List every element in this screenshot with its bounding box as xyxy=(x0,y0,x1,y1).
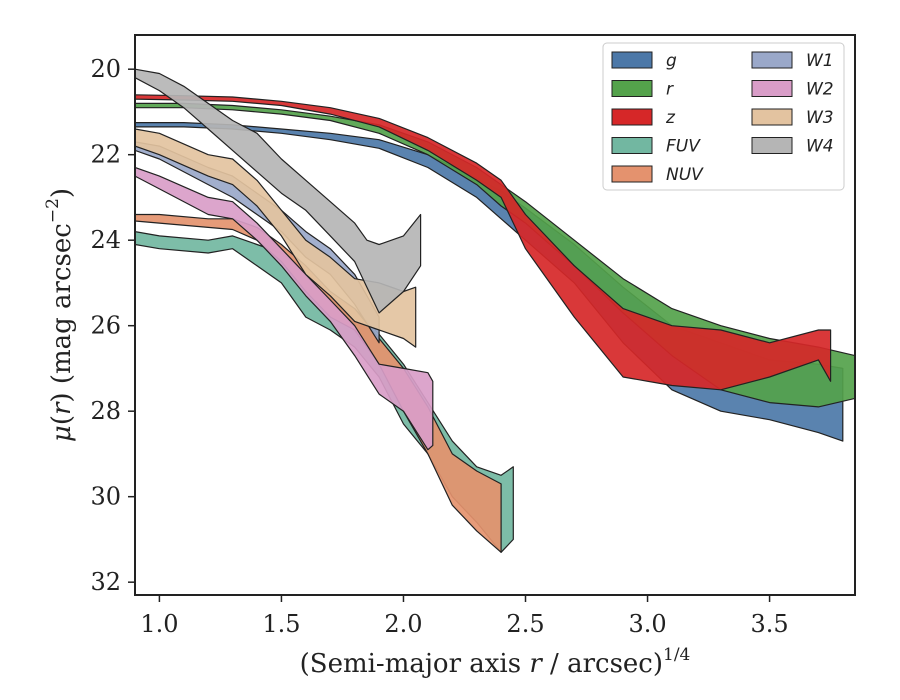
band-w4 xyxy=(135,68,422,314)
x-tick-label: 1.0 xyxy=(140,610,178,638)
legend-swatch-g xyxy=(611,51,653,69)
legend-swatch-r xyxy=(611,80,653,97)
y-axis: 20 22 24 26 28 30 32 xyxy=(90,55,135,596)
legend-label-z: z xyxy=(665,108,676,128)
x-tick-label: 3.5 xyxy=(750,610,788,638)
legend-label-nuv: NUV xyxy=(666,165,704,185)
legend-label-w4: W4 xyxy=(806,137,834,157)
legend-label-fuv: FUV xyxy=(666,137,701,157)
legend: grz FUV NUV W1 W2 W3 W4 xyxy=(602,42,845,191)
x-tick-label: 1.5 xyxy=(262,610,300,638)
x-tick-label: 3.0 xyxy=(628,610,666,638)
band-z xyxy=(135,94,832,391)
y-tick-label: 30 xyxy=(90,483,121,511)
x-tick-label: 2.5 xyxy=(506,610,544,638)
y-tick-label: 26 xyxy=(90,312,121,340)
legend-swatch-w2 xyxy=(751,80,793,97)
band-w2 xyxy=(135,166,434,451)
y-tick-label: 20 xyxy=(90,55,121,83)
legend-swatch-w3 xyxy=(751,108,793,126)
x-axis: 1.0 1.5 2.0 2.5 3.0 3.5 xyxy=(140,595,789,638)
legend-swatch-z xyxy=(611,108,653,126)
legend-label-w3: W3 xyxy=(806,108,834,128)
legend-label-w2: W2 xyxy=(806,80,834,100)
band-w3 xyxy=(135,128,417,348)
y-tick-label: 22 xyxy=(90,141,121,169)
legend-label-w1: W1 xyxy=(806,51,834,71)
legend-swatch-w1 xyxy=(751,51,793,69)
x-tick-label: 2.0 xyxy=(384,610,422,638)
plot-frame xyxy=(134,34,856,596)
legend-label-g: g xyxy=(666,51,677,71)
band-layer xyxy=(135,68,855,553)
legend-swatch-nuv xyxy=(611,165,653,183)
y-tick-label: 28 xyxy=(90,397,121,425)
y-axis-label: μ(r) (mag arcsec−2) xyxy=(43,188,77,442)
y-tick-label: 24 xyxy=(90,226,121,254)
legend-label-r: r xyxy=(666,80,674,100)
x-axis-label: (Semi-major axis r / arcsec)1/4 xyxy=(300,645,691,679)
legend-swatch-fuv xyxy=(611,137,653,154)
legend-swatch-w4 xyxy=(751,137,793,154)
y-tick-label: 32 xyxy=(90,568,121,596)
